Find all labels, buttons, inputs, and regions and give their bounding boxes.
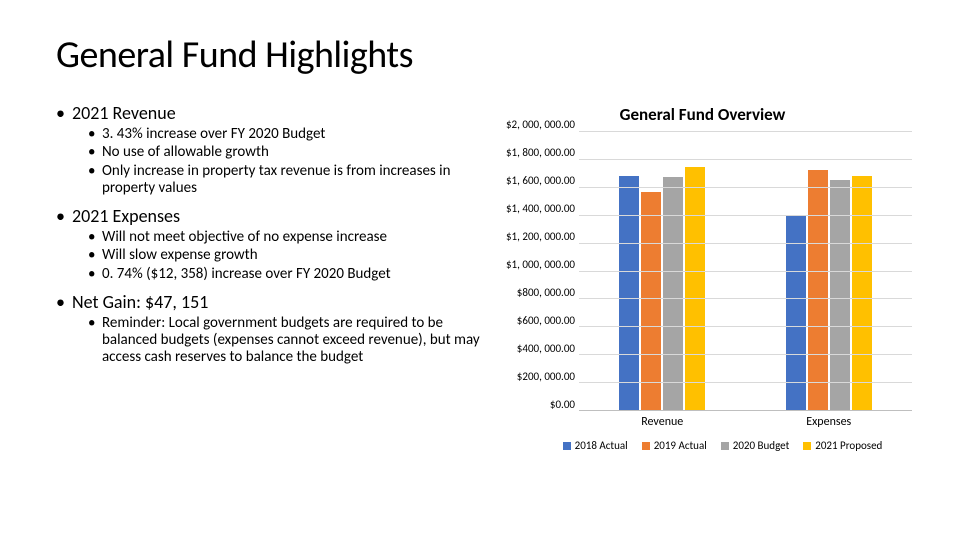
legend-label: 2019 Actual bbox=[654, 439, 707, 452]
bar bbox=[808, 170, 828, 410]
bar bbox=[619, 176, 639, 410]
legend-item: 2020 Budget bbox=[721, 439, 790, 452]
bullet-column: 2021 Revenue 3. 43% increase over FY 202… bbox=[56, 102, 485, 452]
chart-column: General Fund Overview $2, 000, 000.00$1,… bbox=[493, 102, 912, 452]
chart-plot bbox=[579, 131, 912, 411]
page-title: General Fund Highlights bbox=[56, 32, 912, 78]
bar bbox=[685, 167, 705, 410]
legend-item: 2021 Proposed bbox=[803, 439, 882, 452]
bar bbox=[852, 176, 872, 410]
bar bbox=[641, 192, 661, 410]
bullet-sub: No use of allowable growth bbox=[72, 144, 485, 161]
bullet-sub: Will not meet objective of no expense in… bbox=[72, 229, 485, 246]
legend-swatch bbox=[563, 442, 571, 450]
bullet-expenses: 2021 Expenses Will not meet objective of… bbox=[56, 205, 485, 283]
legend-swatch bbox=[721, 442, 729, 450]
chart-yaxis: $2, 000, 000.00$1, 800, 000.00$1, 600, 0… bbox=[493, 131, 579, 411]
bullet-sub: 3. 43% increase over FY 2020 Budget bbox=[72, 126, 485, 143]
bullet-sub: Will slow expense growth bbox=[72, 247, 485, 264]
content-columns: 2021 Revenue 3. 43% increase over FY 202… bbox=[56, 102, 912, 452]
slide: General Fund Highlights 2021 Revenue 3. … bbox=[0, 0, 960, 540]
bullet-sub: 0. 74% ($12, 358) increase over FY 2020 … bbox=[72, 266, 485, 283]
legend-item: 2019 Actual bbox=[642, 439, 707, 452]
bar bbox=[786, 215, 806, 410]
xtick-label: Expenses bbox=[746, 411, 913, 429]
bullet-sub: Reminder: Local government budgets are r… bbox=[72, 315, 485, 367]
chart-xaxis: RevenueExpenses bbox=[579, 411, 912, 429]
bar bbox=[663, 177, 683, 410]
bullet-heading: Net Gain: $47, 151 bbox=[72, 291, 208, 313]
bullet-revenue: 2021 Revenue 3. 43% increase over FY 202… bbox=[56, 102, 485, 197]
legend-label: 2020 Budget bbox=[733, 439, 790, 452]
bullet-heading: 2021 Revenue bbox=[72, 102, 176, 124]
chart-legend: 2018 Actual 2019 Actual 2020 Budget 2021 Pr… bbox=[533, 439, 912, 452]
legend-label: 2018 Actual bbox=[575, 439, 628, 452]
chart-area: $2, 000, 000.00$1, 800, 000.00$1, 600, 0… bbox=[493, 131, 912, 411]
bullet-heading: 2021 Expenses bbox=[72, 205, 180, 227]
legend-item: 2018 Actual bbox=[563, 439, 628, 452]
bullet-netgain: Net Gain: $47, 151 Reminder: Local gover… bbox=[56, 291, 485, 367]
legend-label: 2021 Proposed bbox=[815, 439, 882, 452]
legend-swatch bbox=[642, 442, 650, 450]
xtick-label: Revenue bbox=[579, 411, 746, 429]
bullet-sub: Only increase in property tax revenue is… bbox=[72, 163, 485, 198]
legend-swatch bbox=[803, 442, 811, 450]
